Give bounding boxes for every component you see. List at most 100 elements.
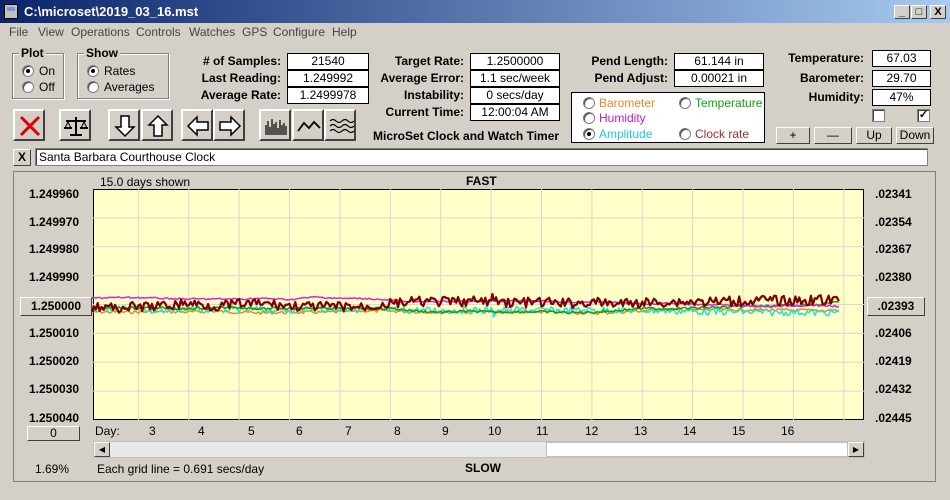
clock-rate-option[interactable]: Clock rate [695,127,750,141]
minus-button[interactable]: — [814,127,852,144]
balance-button[interactable] [59,109,91,141]
samples-label: # of Samples: [202,54,281,68]
right-tick-8: .02445 [875,411,912,425]
menu-view[interactable]: View [38,25,64,39]
clock-rate-radio[interactable] [679,128,691,140]
show-rates-label[interactable]: Rates [104,64,136,78]
amplitude-radio[interactable] [583,128,595,140]
temperature-radio[interactable] [679,97,691,109]
scroll-reset-button[interactable]: 0 [27,426,80,441]
plus-button[interactable]: + [776,127,810,144]
left-tick-2: 1.249970 [29,215,80,229]
samples-field: 21540 [287,53,369,70]
show-averages-radio[interactable] [87,81,99,93]
wave-graph-button[interactable] [324,109,356,141]
bar-graph-icon [265,119,287,135]
maximize-button[interactable]: □ [911,5,927,19]
day-label: Day: [95,424,120,438]
show-rates-radio[interactable] [87,65,99,77]
humidity-radio[interactable] [583,112,595,124]
days-shown: 15.0 days shown [100,175,191,189]
pend-length-field: 61.144 in [674,53,764,70]
day-tick: 13 [634,424,648,438]
menu-controls[interactable]: Controls [136,25,181,39]
arrow-down-button[interactable] [108,109,140,141]
arrow-right-icon [219,115,242,137]
average-rate-field: 1.2499978 [287,87,369,104]
close-button[interactable]: X [930,5,946,19]
minimize-button[interactable]: _ [894,5,910,19]
barometer-radio[interactable] [583,97,595,109]
pend-length-label: Pend Length: [591,54,668,68]
day-tick: 15 [732,424,746,438]
arrow-left-button[interactable] [181,109,213,141]
right-tick-5: .02406 [875,326,912,340]
clock-name-input[interactable]: Santa Barbara Courthouse Clock [35,148,928,166]
window-title: C:\microset\2019_03_16.mst [24,4,199,19]
scroll-right-arrow-icon[interactable]: ▶ [848,442,864,457]
plot-on-radio[interactable] [22,65,34,77]
left-tick-3: 1.249980 [29,242,80,256]
instability-field: 0 secs/day [470,87,560,104]
current-time-label: Current Time: [385,105,464,119]
day-tick: 12 [585,424,599,438]
left-tick-7: 1.250030 [29,382,80,396]
day-tick: 14 [683,424,697,438]
option-checkbox-2[interactable]: ✓ [917,109,930,122]
menu-configure[interactable]: Configure [273,25,326,39]
down-button[interactable]: Down [896,127,934,144]
amplitude-option[interactable]: Amplitude [599,127,653,141]
menu-watches[interactable]: Watches [189,25,236,39]
humidity-option[interactable]: Humidity [599,111,646,125]
arrow-up-button[interactable] [141,109,173,141]
option-checkbox-1[interactable] [872,109,885,122]
title-bar: C:\microset\2019_03_16.mst _ □ X [0,0,950,23]
stop-button[interactable] [13,109,45,141]
menu-gps[interactable]: GPS [242,25,268,39]
target-rate-field: 1.2500000 [470,53,560,70]
humidity-label: Humidity: [808,90,864,104]
menu-operations[interactable]: Operations [71,25,130,39]
left-tick-8: 1.250040 [29,411,80,425]
pend-adjust-label: Pend Adjust: [594,71,668,85]
menu-file[interactable]: File [9,25,29,39]
menu-bar: File View Operations Controls Watches GP… [0,23,950,42]
menu-help[interactable]: Help [332,25,357,39]
day-tick: 8 [394,424,401,438]
plot-off-radio[interactable] [22,81,34,93]
scrollbar-thumb[interactable] [546,442,848,457]
show-averages-label[interactable]: Averages [104,80,155,94]
barometer-field: 29.70 [872,70,931,87]
instability-label: Instability: [403,88,464,102]
line-graph-icon [297,120,321,132]
zoom-percent: 1.69% [35,462,70,476]
left-tick-4: 1.249990 [29,270,80,284]
plot-on-label[interactable]: On [39,64,56,78]
day-tick: 5 [248,424,255,438]
center-amplitude-button[interactable]: .02393 [867,297,925,316]
series-line-clock-rate [91,292,840,314]
center-rate-button[interactable]: 1.250000 [20,297,92,316]
temperature-option[interactable]: Temperature [695,96,763,110]
plot-off-label[interactable]: Off [39,80,55,94]
horizontal-scrollbar[interactable]: ◀ ▶ [93,441,865,458]
series-line-amplitude [92,305,840,318]
left-tick-5: 1.250010 [29,326,80,340]
right-tick-1: .02341 [875,187,912,201]
show-group-label: Show [84,46,120,60]
balance-scale-icon [64,117,88,136]
line-graph-button[interactable] [292,109,324,141]
day-tick: 9 [442,424,449,438]
last-reading-field: 1.249992 [287,70,369,87]
barometer-option[interactable]: Barometer [599,96,656,110]
right-tick-4: .02380 [875,270,912,284]
left-tick-6: 1.250020 [29,354,80,368]
arrow-right-button[interactable] [213,109,245,141]
bar-graph-button[interactable] [259,109,291,141]
humidity-field: 47% [872,89,931,106]
clock-name-close-button[interactable]: X [13,149,31,166]
scroll-left-arrow-icon[interactable]: ◀ [94,442,110,457]
last-reading-label: Last Reading: [201,71,281,85]
up-button[interactable]: Up [856,127,892,144]
average-error-label: Average Error: [380,71,464,85]
